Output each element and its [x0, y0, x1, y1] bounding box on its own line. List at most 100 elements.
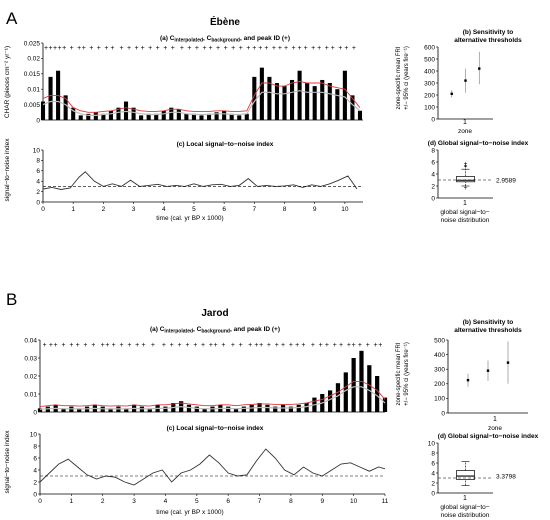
peak-marker: +: [301, 342, 305, 349]
char-bar: [342, 70, 347, 120]
char-bar: [154, 113, 159, 120]
y-tick-label: 300: [434, 367, 445, 374]
peak-marker: +: [91, 342, 95, 349]
char-bar: [199, 115, 204, 120]
char-bar: [78, 115, 83, 120]
y-tick-label: 0: [431, 490, 435, 497]
fri-point: [506, 361, 510, 364]
char-bar: [176, 109, 181, 120]
x-tick-label: 4: [162, 206, 166, 213]
peak-marker: +: [352, 45, 356, 52]
peak-marker: +: [224, 45, 228, 52]
peak-marker: +: [54, 342, 58, 349]
plot-d-title: (d) Global signal−to−noise index: [428, 140, 529, 147]
y-tick-label: 200: [424, 92, 435, 99]
peak-marker: +: [352, 342, 356, 349]
y-tick-label: 8: [33, 443, 37, 450]
site-title: Ébène: [210, 15, 240, 28]
peak-marker: +: [231, 45, 235, 52]
y-tick-label: 0.01: [24, 391, 37, 398]
peak-marker: +: [162, 342, 166, 349]
iqr-box: [456, 176, 475, 183]
char-bar: [265, 404, 270, 412]
x-tick-label: 8: [283, 206, 287, 213]
peak-marker: +: [202, 45, 206, 52]
x-tick-label: 8: [289, 498, 293, 505]
char-bar: [290, 79, 295, 120]
char-bar: [202, 408, 207, 412]
x-tick-label: 10: [350, 498, 358, 505]
y-tick-label: 0.02: [27, 56, 40, 63]
peak-marker: +: [141, 342, 145, 349]
peak-marker: +: [284, 45, 288, 52]
peak-marker: +: [317, 45, 321, 52]
x-tick-label: 3: [132, 498, 136, 505]
y-tick-label: 8: [431, 450, 435, 457]
peak-marker: +: [195, 45, 199, 52]
y-tick-label: 0.025: [24, 40, 41, 47]
char-bar: [186, 404, 192, 412]
peak-marker: +: [170, 342, 174, 349]
peak-marker: +: [156, 45, 160, 52]
y-tick-label: 10: [428, 440, 436, 447]
plot-a-title: (a) Cinterpolated, Cbackground, and peak…: [150, 326, 280, 335]
peak-marker: +: [338, 45, 342, 52]
char-bar: [229, 113, 234, 120]
peak-marker: +: [185, 342, 189, 349]
peak-marker: +: [62, 45, 66, 52]
peak-marker: +: [53, 45, 57, 52]
x-tick-label: 1: [71, 206, 75, 213]
peak-marker: +: [112, 342, 116, 349]
y-tick-label: 0.005: [24, 102, 41, 109]
peak-marker: +: [104, 45, 108, 52]
char-bar: [108, 408, 113, 412]
peak-marker: +: [311, 45, 315, 52]
panel-letter: B: [6, 290, 17, 309]
peak-marker: +: [333, 342, 337, 349]
peak-marker: +: [110, 45, 114, 52]
char-bar: [343, 372, 348, 412]
peak-marker: +: [193, 342, 197, 349]
peak-marker: +: [119, 45, 123, 52]
y-tick-label: 0: [33, 491, 37, 498]
y-tick-label: 4: [431, 171, 435, 178]
peak-marker: +: [171, 45, 175, 52]
peak-marker: +: [252, 45, 256, 52]
y-tick-label: 400: [424, 68, 435, 75]
y-tick-label: 10: [33, 147, 41, 154]
peak-marker: +: [135, 45, 139, 52]
y-tick-label: 300: [424, 80, 435, 87]
char-bar: [124, 408, 129, 412]
char-bar: [93, 112, 98, 120]
y-tick-label: 0: [431, 116, 435, 123]
outlier: +: [464, 185, 468, 192]
peak-marker: +: [105, 342, 109, 349]
y-tick-label: 0: [431, 195, 435, 202]
y-tick-label: 200: [434, 381, 445, 388]
median-label: 2.9589: [496, 178, 516, 185]
y-tick-label: 6: [431, 460, 435, 467]
y-tick-label: 6: [431, 159, 435, 166]
peak-marker: +: [304, 45, 308, 52]
x-tick-label: 0: [38, 498, 42, 505]
char-bar: [71, 107, 76, 120]
x-tick-label: 9: [320, 498, 324, 505]
char-bar: [191, 113, 196, 120]
peak-marker: +: [97, 45, 101, 52]
fri-sensitivity-plot: 0 100 200 300 400 500: [434, 337, 528, 417]
peak-marker: +: [374, 342, 378, 349]
char-bar: [214, 112, 219, 120]
fri-point: [478, 67, 481, 70]
char-bar: [108, 110, 113, 120]
y-tick-label: 0.03: [24, 355, 37, 362]
char-bar: [194, 406, 199, 412]
char-bar: [274, 83, 280, 120]
plot-a-ylabel: CHAR (pieces cm⁻² yr⁻¹): [4, 46, 11, 118]
plot-b-title-1: (b) Sensitivity to: [463, 29, 514, 36]
plot-b-ylabel-2: +/− 95% ci (years fire⁻¹): [404, 342, 410, 406]
peak-marker: +: [101, 342, 105, 349]
peak-marker: +: [151, 342, 155, 349]
char-bar: [267, 76, 272, 120]
char-bar: [259, 67, 264, 120]
